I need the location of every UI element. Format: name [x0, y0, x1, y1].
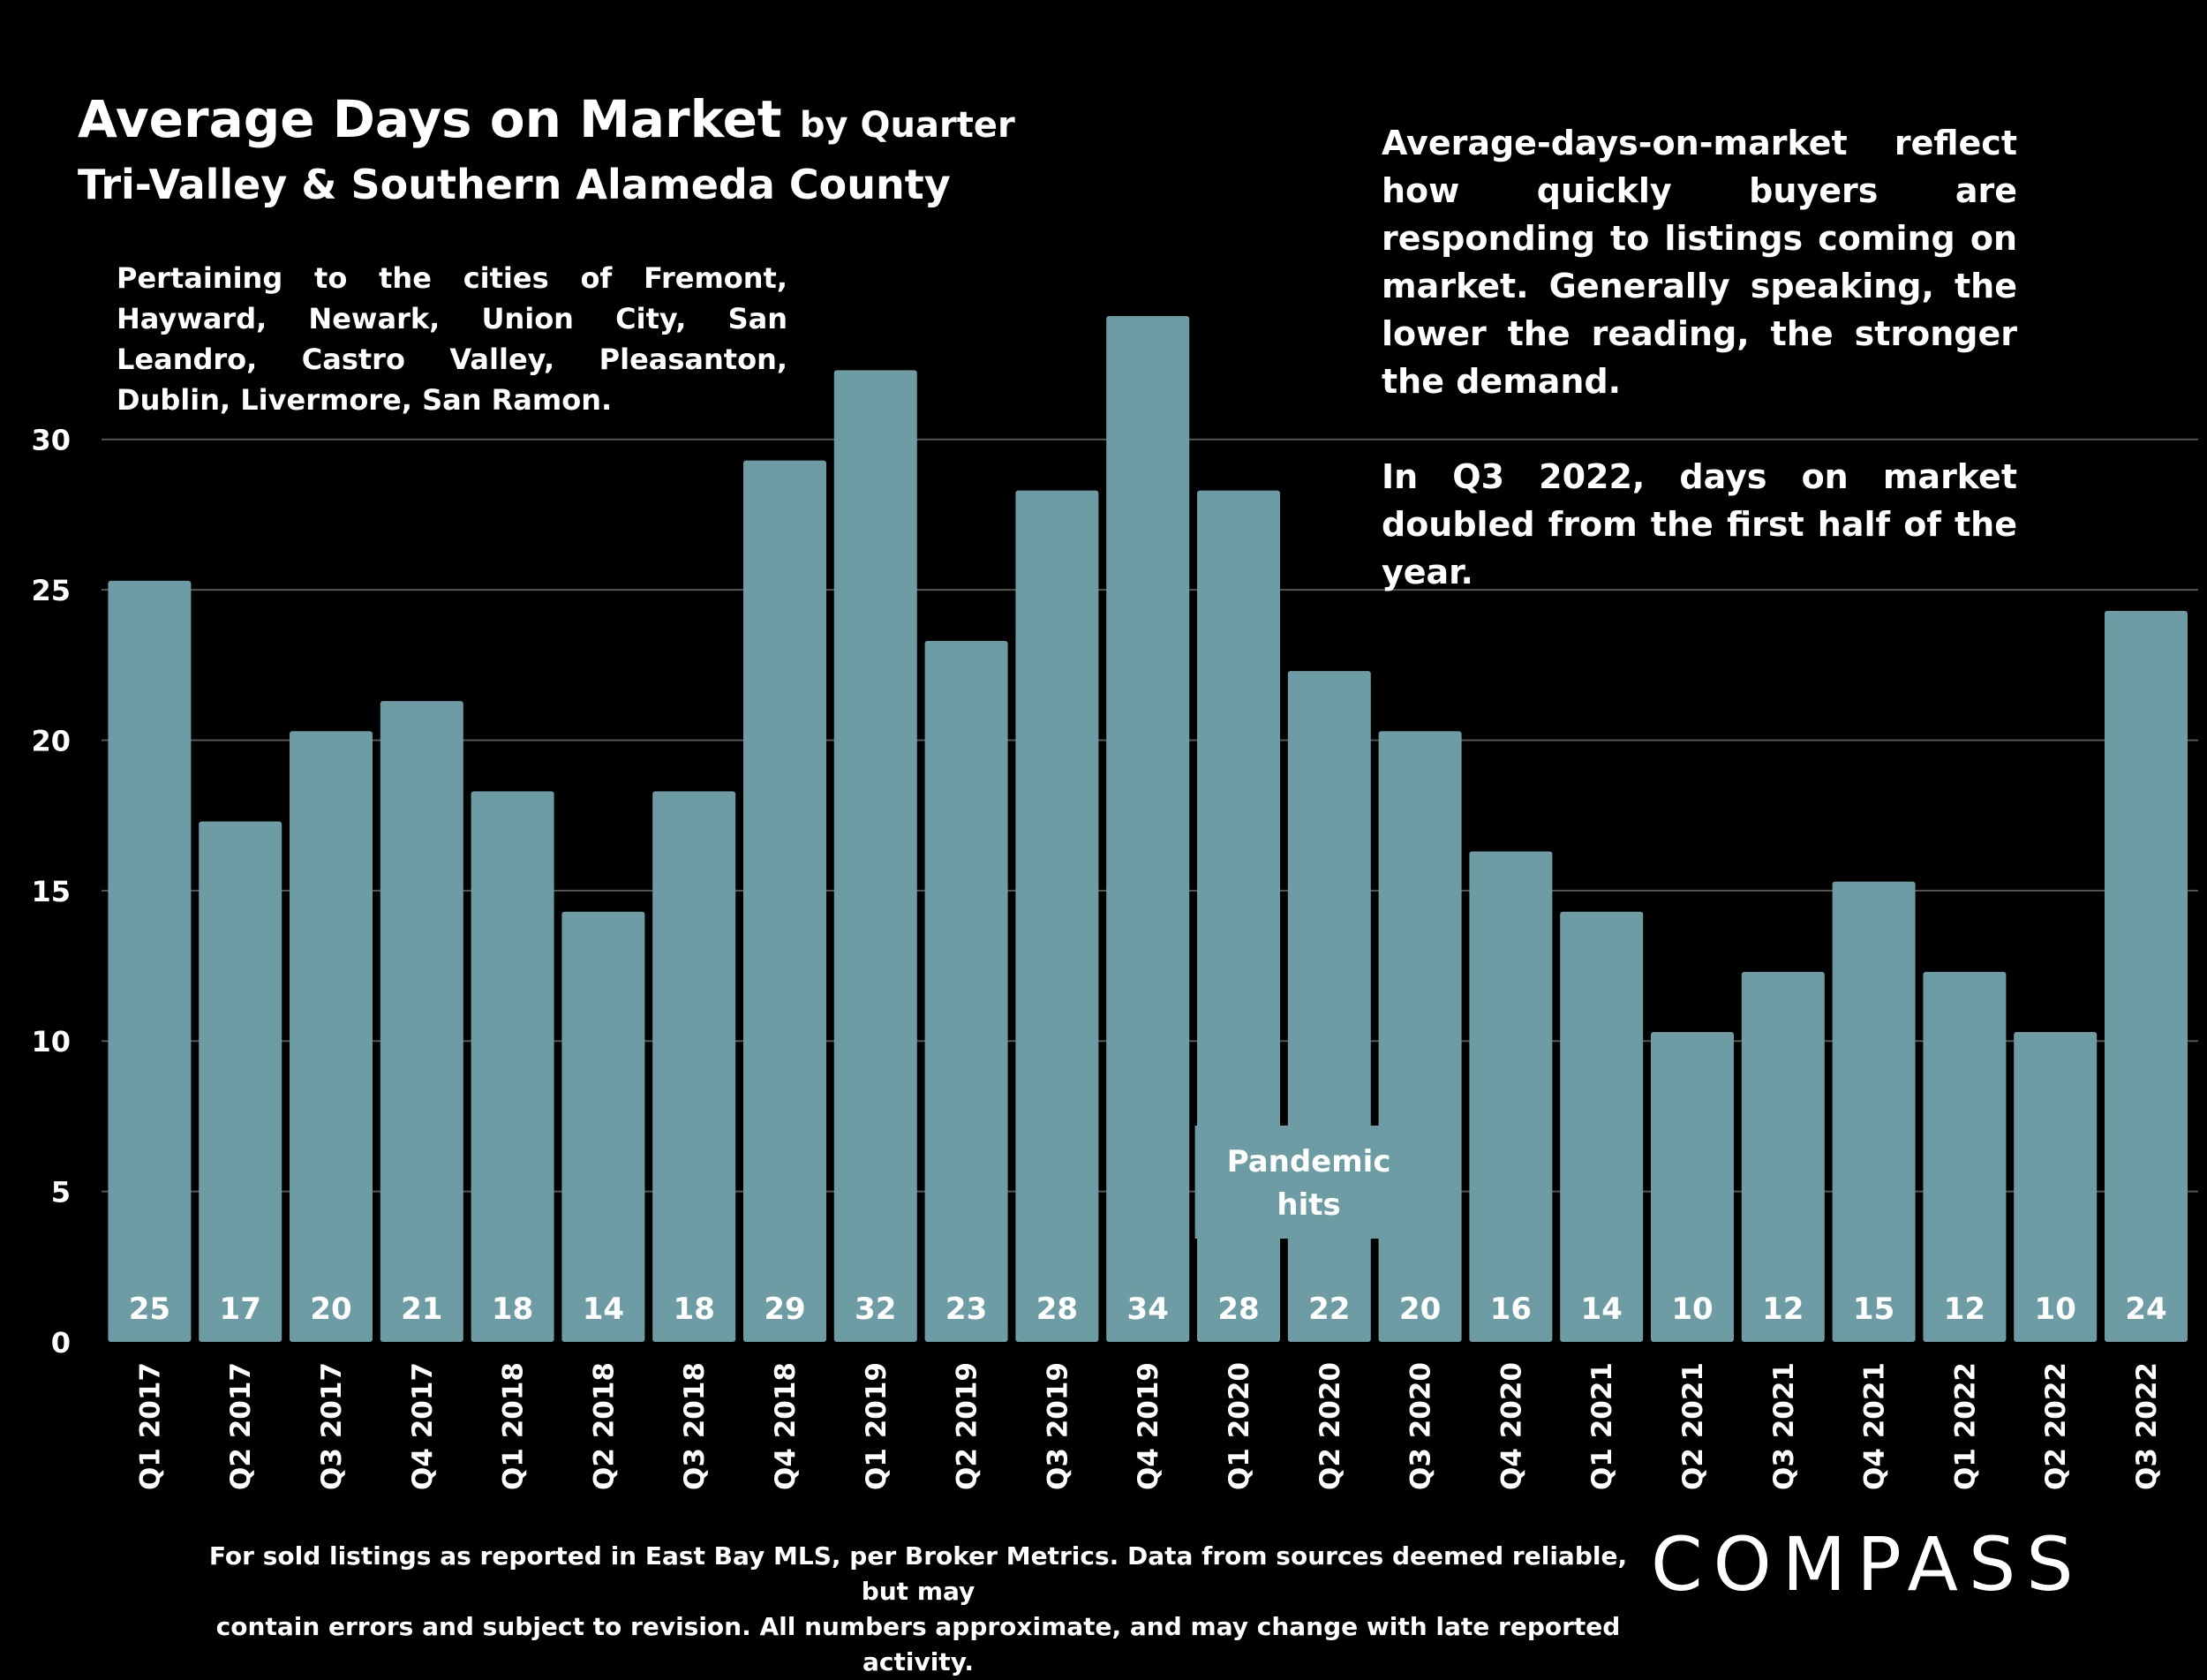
pandemic-annotation-box — [1194, 1126, 1423, 1239]
bar — [199, 821, 282, 1342]
x-tick-label: Q2 2022 — [2040, 1362, 2072, 1490]
bar — [1651, 1032, 1734, 1342]
chart-title-block: Average Days on Market by Quarter Tri-Va… — [78, 88, 1015, 213]
bar — [924, 641, 1008, 1342]
x-tick-label: Q2 2018 — [588, 1362, 620, 1490]
y-tick-label: 15 — [31, 875, 71, 908]
bar — [1287, 671, 1371, 1342]
commentary-paragraph-2: In Q3 2022, days on market doubled from … — [1382, 457, 2017, 591]
bar-value-label: 28 — [1036, 1292, 1078, 1327]
x-tick-label: Q2 2017 — [225, 1362, 257, 1490]
y-tick-label: 25 — [31, 574, 71, 607]
bar-value-label: 12 — [1762, 1292, 1804, 1327]
source-footnote: For sold listings as reported in East Ba… — [203, 1539, 1633, 1680]
bar-value-label: 24 — [2125, 1292, 2166, 1327]
chart-title-suffix: by Quarter — [799, 105, 1015, 146]
bar-value-label: 21 — [401, 1292, 442, 1327]
x-tick-label: Q1 2022 — [1949, 1362, 1981, 1490]
y-tick-label: 10 — [31, 1025, 71, 1058]
x-tick-label: Q1 2020 — [1224, 1362, 1255, 1490]
x-tick-label: Q4 2018 — [770, 1362, 802, 1490]
x-tick-label: Q2 2020 — [1314, 1362, 1346, 1490]
bar — [1832, 881, 1916, 1342]
x-tick-label: Q4 2017 — [407, 1362, 439, 1490]
bar — [1015, 490, 1099, 1342]
chart-subtitle: Tri-Valley & Southern Alameda County — [78, 161, 951, 208]
bar-value-label: 34 — [1127, 1292, 1169, 1327]
bar — [1923, 971, 2007, 1342]
chart-title: Average Days on Market by Quarter — [78, 88, 1015, 156]
x-tick-label: Q4 2021 — [1859, 1362, 1891, 1490]
x-tick-label: Q3 2021 — [1768, 1362, 1800, 1490]
bar — [290, 731, 373, 1342]
bar — [1106, 316, 1190, 1342]
y-tick-label: 5 — [51, 1176, 71, 1209]
footnote-line-2: contain errors and subject to revision. … — [215, 1612, 1621, 1676]
pandemic-annotation-text: hits — [1277, 1187, 1340, 1223]
bar — [1378, 731, 1462, 1342]
x-tick-label: Q1 2021 — [1586, 1362, 1618, 1490]
x-tick-label: Q3 2020 — [1405, 1362, 1437, 1490]
y-tick-label: 30 — [31, 424, 71, 457]
x-tick-label: Q1 2017 — [134, 1362, 166, 1490]
y-tick-label: 0 — [51, 1326, 71, 1360]
bar-value-label: 22 — [1308, 1292, 1350, 1327]
bar-value-label: 14 — [583, 1292, 624, 1327]
bar — [561, 911, 645, 1342]
bar-value-label: 17 — [220, 1292, 261, 1327]
bar-value-label: 16 — [1490, 1292, 1532, 1327]
x-tick-label: Q2 2021 — [1677, 1362, 1709, 1490]
bar-value-label: 18 — [492, 1292, 533, 1327]
bar — [108, 580, 192, 1342]
bar — [1560, 911, 1644, 1342]
compass-logo: COMPASS — [1651, 1521, 2084, 1608]
commentary: Average-days-on-market reflect how quick… — [1382, 119, 2017, 644]
x-tick-label: Q3 2018 — [679, 1362, 711, 1490]
bar — [743, 460, 826, 1342]
x-tick-label: Q1 2018 — [498, 1362, 530, 1490]
bar-value-label: 20 — [310, 1292, 351, 1327]
bar — [471, 791, 554, 1342]
bar — [652, 791, 736, 1342]
commentary-paragraph-1: Average-days-on-market reflect how quick… — [1382, 124, 2017, 401]
bar-value-label: 10 — [2035, 1292, 2076, 1327]
chart-title-main: Average Days on Market — [78, 89, 782, 149]
x-tick-label: Q2 2019 — [952, 1362, 983, 1490]
bar — [2014, 1032, 2098, 1342]
x-tick-label: Q3 2019 — [1042, 1362, 1073, 1490]
bar-value-label: 32 — [855, 1292, 896, 1327]
bar-value-label: 10 — [1671, 1292, 1713, 1327]
bar — [833, 370, 917, 1342]
pandemic-annotation-text: Pandemic — [1227, 1144, 1391, 1179]
x-tick-label: Q4 2020 — [1495, 1362, 1527, 1490]
bar — [1469, 851, 1553, 1342]
bar-value-label: 25 — [129, 1292, 170, 1327]
bar-value-label: 12 — [1944, 1292, 1985, 1327]
x-tick-label: Q4 2019 — [1133, 1362, 1164, 1490]
bar-value-label: 23 — [945, 1292, 987, 1327]
bar-value-label: 20 — [1399, 1292, 1441, 1327]
x-tick-label: Q3 2017 — [316, 1362, 348, 1490]
bar — [380, 701, 463, 1342]
cities-note: Pertaining to the cities of Fremont, Hay… — [117, 261, 787, 417]
footnote-line-1: For sold listings as reported in East Ba… — [208, 1541, 1628, 1606]
bar-value-label: 18 — [674, 1292, 715, 1327]
bar-value-label: 29 — [764, 1292, 805, 1327]
x-tick-label: Q3 2022 — [2131, 1362, 2163, 1490]
bar-value-label: 15 — [1853, 1292, 1894, 1327]
bar-value-label: 14 — [1581, 1292, 1623, 1327]
bar — [2105, 610, 2188, 1342]
x-tick-label: Q1 2019 — [861, 1362, 893, 1490]
bar-value-label: 28 — [1217, 1292, 1259, 1327]
bar — [1741, 971, 1825, 1342]
y-tick-label: 20 — [31, 724, 71, 757]
